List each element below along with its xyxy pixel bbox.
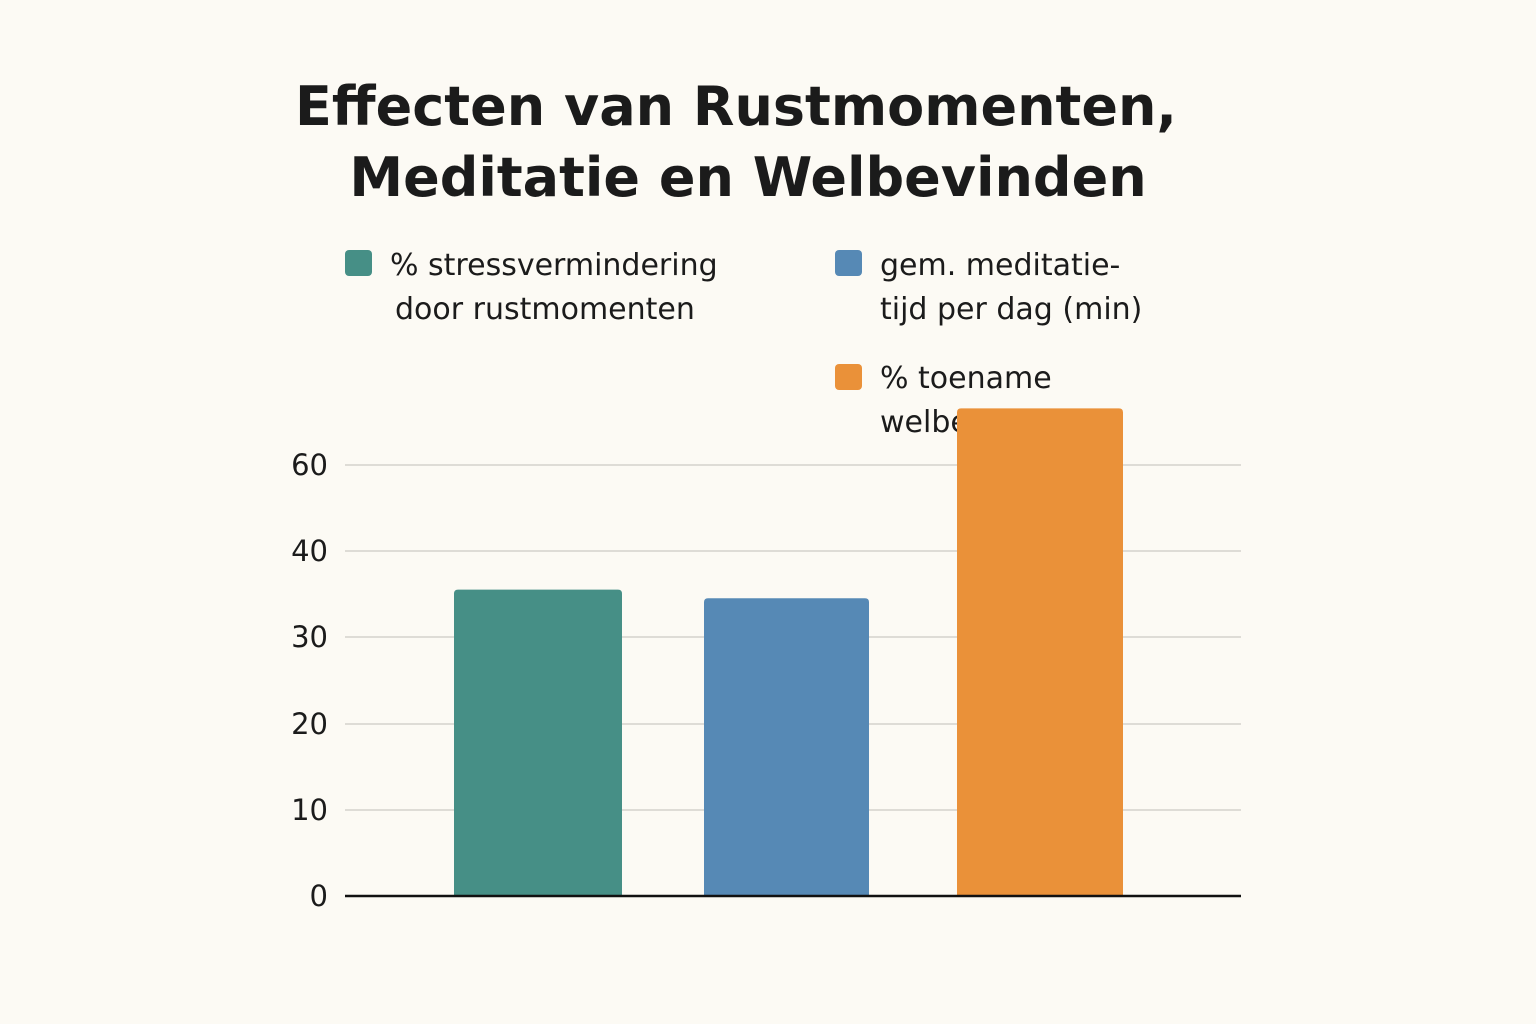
legend-label-meditation-line-1: gem. meditatie- — [880, 248, 1120, 283]
y-tick-label: 0 — [310, 879, 328, 913]
bar-meditation-time[interactable] — [704, 598, 869, 896]
legend-swatch-stress — [345, 250, 372, 276]
legend-item-stress[interactable]: % stressvermindering door rustmomenten — [345, 248, 718, 327]
y-tick-label: 10 — [291, 793, 328, 827]
y-axis-ticks: 0 10 20 30 40 60 — [291, 448, 328, 913]
chart-title-line-1: Effecten van Rustmomenten, — [295, 75, 1177, 138]
bar-stress-reduction[interactable] — [454, 589, 622, 896]
legend-label-stress-line-1: % stressvermindering — [390, 248, 718, 283]
legend-swatch-wellbeing — [835, 364, 862, 390]
legend-label-wellbeing-line-1: % toename — [880, 361, 1052, 396]
chart-title-line-2: Meditatie en Welbevinden — [349, 146, 1146, 209]
y-tick-label: 60 — [291, 448, 328, 482]
bars — [454, 408, 1123, 896]
legend-item-meditation[interactable]: gem. meditatie- tijd per dag (min) — [835, 248, 1142, 327]
legend-label-stress-line-2: door rustmomenten — [395, 292, 695, 327]
y-tick-label: 20 — [291, 707, 328, 741]
y-tick-label: 30 — [291, 620, 328, 654]
bar-wellbeing-increase[interactable] — [957, 408, 1123, 896]
legend-label-meditation-line-2: tijd per dag (min) — [880, 292, 1142, 327]
y-tick-label: 40 — [291, 534, 328, 568]
legend-swatch-meditation — [835, 250, 862, 276]
